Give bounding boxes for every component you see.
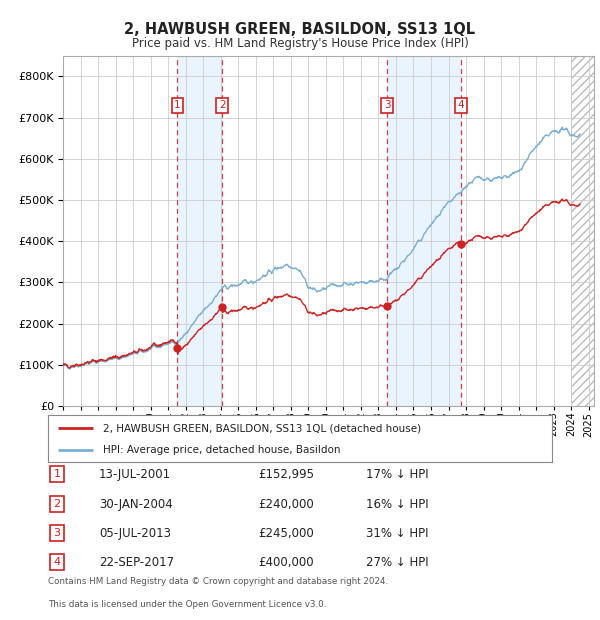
Text: 1: 1 bbox=[174, 100, 181, 110]
Text: 2, HAWBUSH GREEN, BASILDON, SS13 1QL: 2, HAWBUSH GREEN, BASILDON, SS13 1QL bbox=[124, 22, 476, 37]
Text: 3: 3 bbox=[384, 100, 391, 110]
Text: £240,000: £240,000 bbox=[258, 498, 314, 510]
Text: 2, HAWBUSH GREEN, BASILDON, SS13 1QL (detached house): 2, HAWBUSH GREEN, BASILDON, SS13 1QL (de… bbox=[103, 423, 422, 433]
Text: 1: 1 bbox=[53, 469, 61, 479]
Text: 3: 3 bbox=[53, 528, 61, 538]
Text: 2: 2 bbox=[219, 100, 226, 110]
Text: 17% ↓ HPI: 17% ↓ HPI bbox=[366, 468, 428, 481]
Text: Price paid vs. HM Land Registry's House Price Index (HPI): Price paid vs. HM Land Registry's House … bbox=[131, 37, 469, 50]
Text: 16% ↓ HPI: 16% ↓ HPI bbox=[366, 498, 428, 510]
Text: 4: 4 bbox=[458, 100, 464, 110]
Bar bbox=[571, 56, 594, 406]
Text: HPI: Average price, detached house, Basildon: HPI: Average price, detached house, Basi… bbox=[103, 445, 341, 455]
Text: 4: 4 bbox=[53, 557, 61, 567]
Bar bbox=[388, 56, 461, 406]
Text: 13-JUL-2001: 13-JUL-2001 bbox=[99, 468, 171, 481]
Bar bbox=[571, 56, 594, 406]
Text: 05-JUL-2013: 05-JUL-2013 bbox=[99, 527, 171, 539]
Text: £400,000: £400,000 bbox=[258, 556, 314, 569]
Text: £245,000: £245,000 bbox=[258, 527, 314, 539]
Text: 31% ↓ HPI: 31% ↓ HPI bbox=[366, 527, 428, 539]
Text: This data is licensed under the Open Government Licence v3.0.: This data is licensed under the Open Gov… bbox=[48, 600, 326, 609]
Text: £152,995: £152,995 bbox=[258, 468, 314, 481]
Text: 22-SEP-2017: 22-SEP-2017 bbox=[99, 556, 174, 569]
Text: Contains HM Land Registry data © Crown copyright and database right 2024.: Contains HM Land Registry data © Crown c… bbox=[48, 577, 388, 586]
Text: 30-JAN-2004: 30-JAN-2004 bbox=[99, 498, 173, 510]
Bar bbox=[178, 56, 222, 406]
Text: 27% ↓ HPI: 27% ↓ HPI bbox=[366, 556, 428, 569]
Text: 2: 2 bbox=[53, 499, 61, 509]
